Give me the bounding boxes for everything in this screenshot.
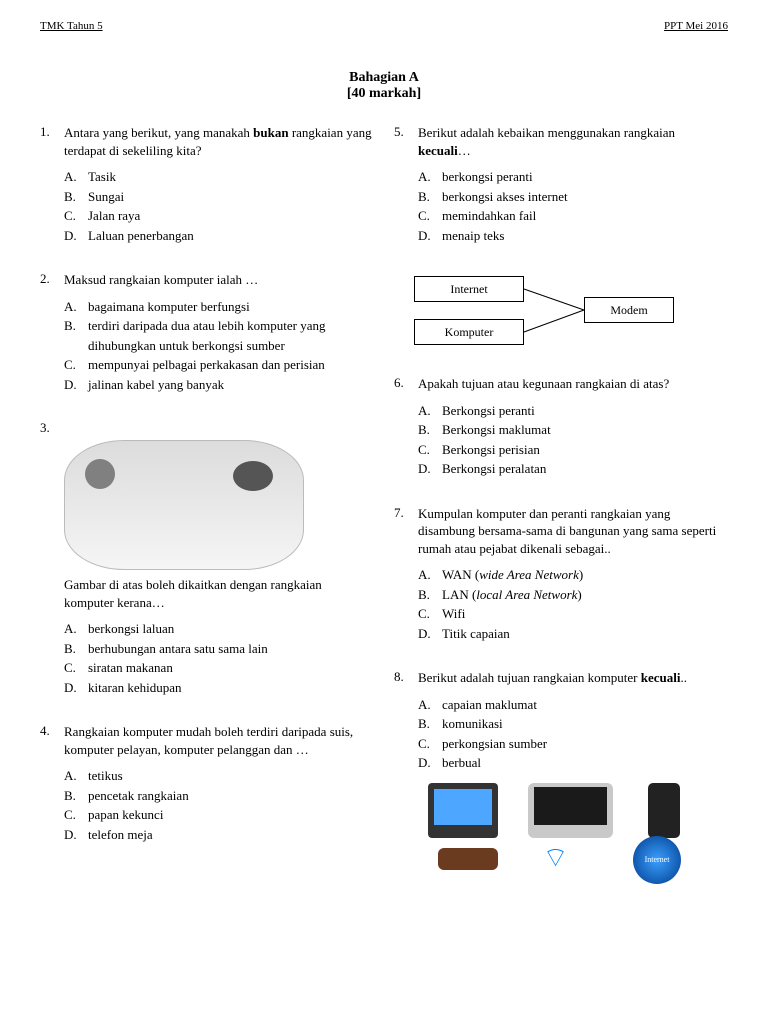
q5-opt-c: memindahkan fail <box>442 206 536 226</box>
q2-number: 2. <box>40 271 56 287</box>
column-right: 5. Berikut adalah kebaikan menggunakan r… <box>394 124 728 887</box>
q7-opt-c: Wifi <box>442 604 465 624</box>
question-5: 5. Berikut adalah kebaikan menggunakan r… <box>394 124 728 245</box>
q6-opt-c: Berkongsi perisian <box>442 440 540 460</box>
q4-number: 4. <box>40 723 56 739</box>
question-3: 3. Gambar di atas boleh dikaitkan dengan… <box>40 420 374 697</box>
q7-opt-a: WAN (wide Area Network) <box>442 565 583 585</box>
q8-opt-d: berbual <box>442 753 481 773</box>
q6-opt-a: Berkongsi peranti <box>442 401 535 421</box>
title-line-2: [40 markah] <box>40 86 728 102</box>
q8-opt-a: capaian maklumat <box>442 695 537 715</box>
q6-number: 6. <box>394 375 410 391</box>
q1-options: A.Tasik B.Sungai C.Jalan raya D.Laluan p… <box>64 167 374 245</box>
q7-options: A.WAN (wide Area Network) B.LAN (local A… <box>418 565 728 643</box>
q3-opt-d: kitaran kehidupan <box>88 678 182 698</box>
question-7: 7. Kumpulan komputer dan peranti rangkai… <box>394 505 728 644</box>
q1-number: 1. <box>40 124 56 140</box>
q8-opt-c: perkongsian sumber <box>442 734 547 754</box>
column-left: 1. Antara yang berikut, yang manakah buk… <box>40 124 374 887</box>
devices-image: ⌔ Internet <box>418 781 708 881</box>
q3-number: 3. <box>40 420 56 436</box>
q2-opt-c: mempunyai pelbagai perkakasan dan perisi… <box>88 355 325 375</box>
q8-options: A.capaian maklumat B.komunikasi C.perkon… <box>418 695 728 773</box>
q5-text: Berikut adalah kebaikan menggunakan rang… <box>418 124 728 159</box>
q6-opt-b: Berkongsi maklumat <box>442 420 551 440</box>
q7-opt-b: LAN (local Area Network) <box>442 585 582 605</box>
q4-opt-a: tetikus <box>88 766 123 786</box>
q5-opt-a: berkongsi peranti <box>442 167 533 187</box>
q6-opt-d: Berkongsi peralatan <box>442 459 546 479</box>
q6-options: A.Berkongsi peranti B.Berkongsi maklumat… <box>418 401 728 479</box>
question-6: 6. Apakah tujuan atau kegunaan rangkaian… <box>394 375 728 479</box>
q2-opt-d: jalinan kabel yang banyak <box>88 375 224 395</box>
q8-number: 8. <box>394 669 410 685</box>
q8-opt-b: komunikasi <box>442 714 503 734</box>
wifi-icon: ⌔ <box>528 841 583 876</box>
q6-text: Apakah tujuan atau kegunaan rangkaian di… <box>418 375 728 393</box>
q2-opt-a: bagaimana komputer berfungsi <box>88 297 250 317</box>
question-4: 4. Rangkaian komputer mudah boleh terdir… <box>40 723 374 844</box>
q1-opt-c: Jalan raya <box>88 206 140 226</box>
diagram-box-internet: Internet <box>414 276 524 302</box>
q5-opt-d: menaip teks <box>442 226 504 246</box>
q1-opt-d: Laluan penerbangan <box>88 226 194 246</box>
question-1: 1. Antara yang berikut, yang manakah buk… <box>40 124 374 245</box>
question-8: 8. Berikut adalah tujuan rangkaian kompu… <box>394 669 728 881</box>
q7-text: Kumpulan komputer dan peranti rangkaian … <box>418 505 728 558</box>
two-column-layout: 1. Antara yang berikut, yang manakah buk… <box>40 124 728 887</box>
section-title: Bahagian A [40 markah] <box>40 70 728 102</box>
q3-caption: Gambar di atas boleh dikaitkan dengan ra… <box>64 576 374 611</box>
q3-opt-b: berhubungan antara satu sama lain <box>88 639 268 659</box>
q4-opt-b: pencetak rangkaian <box>88 786 189 806</box>
q7-opt-d: Titik capaian <box>442 624 510 644</box>
q8-text: Berikut adalah tujuan rangkaian komputer… <box>418 669 728 687</box>
food-web-image <box>64 440 304 570</box>
router-icon <box>438 848 498 870</box>
q7-number: 7. <box>394 505 410 521</box>
q3-options: A.berkongsi laluan B.berhubungan antara … <box>64 619 374 697</box>
q5-options: A.berkongsi peranti B.berkongsi akses in… <box>418 167 728 245</box>
q2-text: Maksud rangkaian komputer ialah … <box>64 271 374 289</box>
diagram-box-komputer: Komputer <box>414 319 524 345</box>
network-diagram: Internet Komputer Modem <box>404 271 684 361</box>
header-right: PPT Mei 2016 <box>664 20 728 32</box>
q2-opt-b: terdiri daripada dua atau lebih komputer… <box>88 316 374 355</box>
internet-globe-icon: Internet <box>633 836 681 884</box>
q4-text: Rangkaian komputer mudah boleh terdiri d… <box>64 723 374 758</box>
q4-opt-d: telefon meja <box>88 825 153 845</box>
q4-opt-c: papan kekunci <box>88 805 163 825</box>
page-header: TMK Tahun 5 PPT Mei 2016 <box>40 20 728 32</box>
q5-number: 5. <box>394 124 410 140</box>
q5-opt-b: berkongsi akses internet <box>442 187 568 207</box>
q3-opt-c: siratan makanan <box>88 658 173 678</box>
q1-text: Antara yang berikut, yang manakah bukan … <box>64 124 374 159</box>
title-line-1: Bahagian A <box>40 70 728 86</box>
laptop-icon <box>528 783 613 838</box>
diagram-box-modem: Modem <box>584 297 674 323</box>
question-2: 2. Maksud rangkaian komputer ialah … A.b… <box>40 271 374 394</box>
q1-opt-b: Sungai <box>88 187 124 207</box>
q3-opt-a: berkongsi laluan <box>88 619 174 639</box>
q2-options: A.bagaimana komputer berfungsi B.terdiri… <box>64 297 374 395</box>
smartphone-icon <box>648 783 680 838</box>
desktop-icon <box>428 783 498 838</box>
q4-options: A.tetikus B.pencetak rangkaian C.papan k… <box>64 766 374 844</box>
header-left: TMK Tahun 5 <box>40 20 103 32</box>
q1-opt-a: Tasik <box>88 167 116 187</box>
